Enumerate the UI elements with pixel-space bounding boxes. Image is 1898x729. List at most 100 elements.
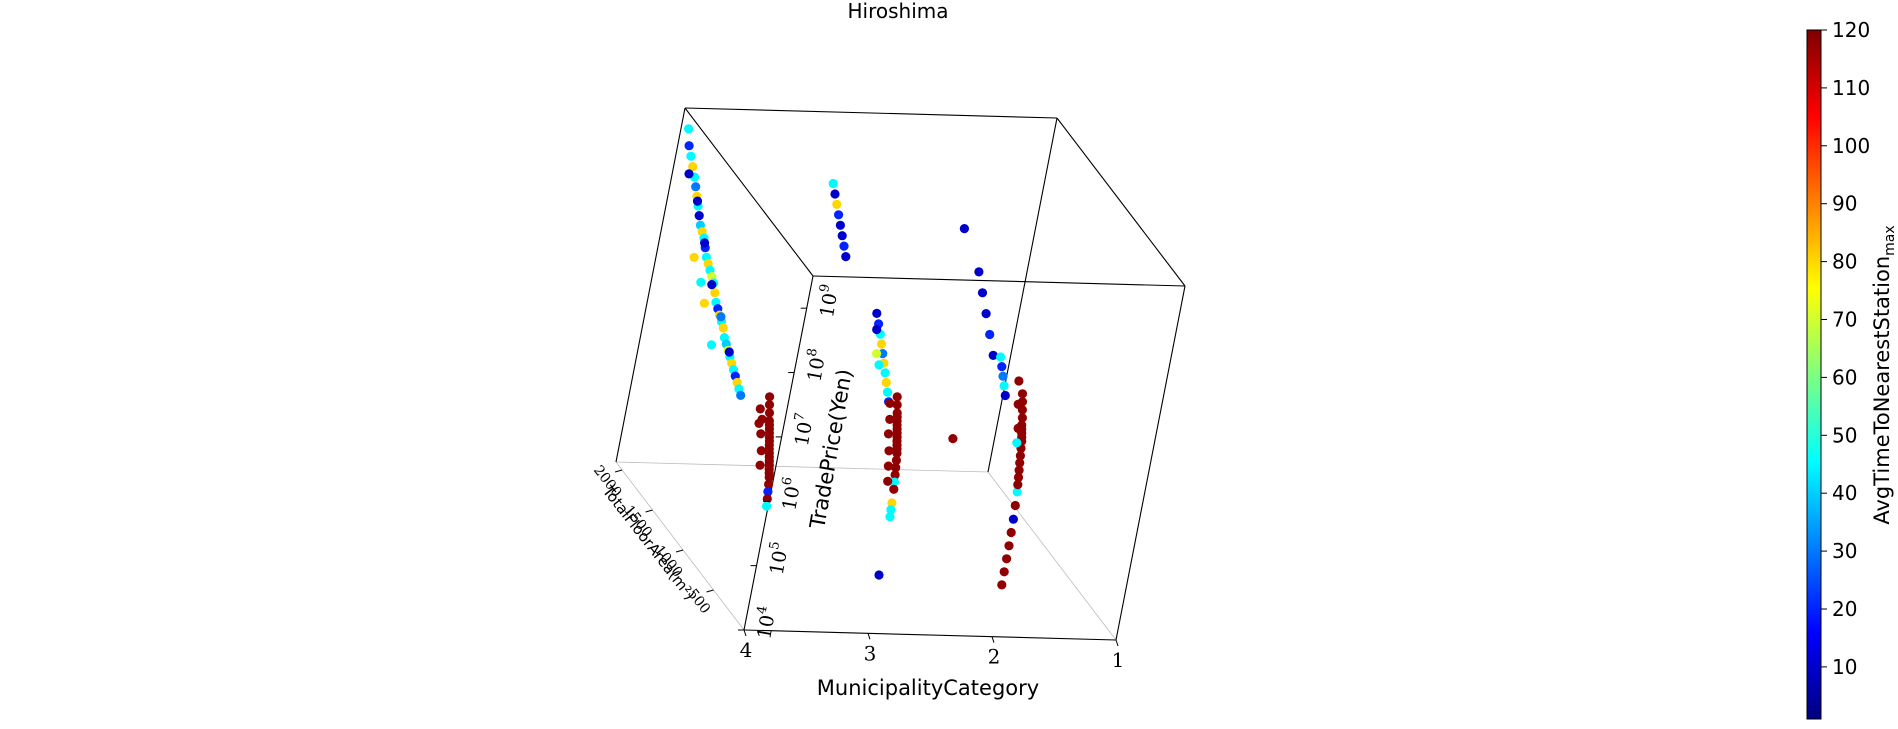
- data-point: [974, 267, 984, 277]
- colorbar-tick-label: 70: [1832, 307, 1857, 331]
- data-point: [699, 298, 710, 308]
- data-point: [999, 381, 1009, 391]
- data-point: [832, 199, 842, 209]
- data-point: [762, 501, 772, 511]
- data-point: [724, 347, 734, 357]
- data-point: [881, 377, 891, 388]
- data-point: [886, 505, 896, 515]
- data-point: [1017, 389, 1028, 399]
- data-point: [764, 472, 774, 482]
- data-point: [828, 178, 838, 189]
- data-point: [755, 404, 765, 414]
- data-point: [764, 479, 774, 489]
- data-point: [1013, 472, 1024, 482]
- z-tick-label: 104: [750, 605, 780, 641]
- y-tick-mark: [645, 509, 653, 513]
- colorbar-tick-label: 60: [1832, 365, 1857, 389]
- box-front-left-edge: [743, 275, 814, 631]
- data-point: [889, 477, 900, 487]
- colorbar-tick-label: 30: [1832, 539, 1857, 563]
- colorbar-label: AvgTimeToNearestStationmax: [1870, 225, 1898, 524]
- data-point: [688, 162, 698, 172]
- colorbar-gradient: [1806, 29, 1822, 720]
- colorbar-tick-label: 120: [1832, 18, 1870, 42]
- data-point: [885, 398, 895, 408]
- data-point: [694, 211, 704, 221]
- data-point: [997, 362, 1007, 372]
- data-points: [684, 124, 1028, 590]
- data-point: [1002, 554, 1012, 564]
- data-point: [997, 580, 1007, 590]
- colorbar-tick-label: 90: [1832, 192, 1857, 216]
- box-back-top-edge: [684, 107, 1058, 119]
- data-point: [707, 280, 717, 290]
- data-point: [999, 567, 1009, 577]
- data-point: [884, 446, 894, 456]
- data-point: [764, 408, 775, 418]
- data-point: [891, 455, 902, 465]
- data-point: [876, 339, 887, 349]
- data-point: [890, 470, 900, 480]
- box-right-top-edge: [1056, 117, 1186, 287]
- data-point: [985, 329, 995, 340]
- x-tick-mark: [991, 636, 995, 643]
- colorbar-label-text: AvgTimeToNearestStation: [1870, 256, 1894, 525]
- data-point: [692, 196, 703, 206]
- data-point: [754, 418, 764, 428]
- data-point: [959, 224, 970, 234]
- data-point: [977, 288, 988, 298]
- data-point: [834, 210, 844, 220]
- y-tick-mark: [675, 549, 684, 553]
- data-point: [706, 340, 717, 350]
- data-point: [883, 476, 893, 486]
- box-right-bottom-edge: [987, 471, 1117, 641]
- data-point: [756, 429, 766, 439]
- data-point: [891, 463, 901, 473]
- data-point: [756, 446, 766, 456]
- data-point: [1000, 390, 1010, 401]
- data-point: [880, 368, 890, 378]
- data-point: [710, 288, 720, 298]
- x-axis-label: MunicipalityCategory: [817, 676, 1039, 700]
- box-back-left-edge: [615, 107, 686, 463]
- data-point: [716, 312, 726, 322]
- data-point: [1013, 480, 1023, 490]
- colorbar-tick-label: 100: [1832, 134, 1870, 158]
- x-tick-label: 1: [1112, 648, 1125, 672]
- data-point: [736, 390, 746, 400]
- y-tick-mark: [614, 469, 623, 473]
- data-point: [1008, 514, 1019, 524]
- data-point: [684, 141, 694, 151]
- data-point: [1013, 423, 1023, 433]
- x-tick-label: 3: [864, 641, 877, 665]
- data-point: [1004, 541, 1014, 551]
- data-point: [883, 461, 894, 471]
- data-point: [874, 360, 884, 370]
- box-front-top-edge: [812, 275, 1186, 287]
- chart-title: Hiroshima: [847, 0, 948, 23]
- colorbar-tick-label: 20: [1832, 597, 1857, 621]
- data-point: [1014, 465, 1024, 475]
- data-point: [686, 151, 696, 161]
- data-point: [841, 252, 851, 262]
- y-tick-mark: [706, 589, 714, 593]
- data-point: [872, 308, 882, 318]
- box-back-bottom-edge: [615, 461, 989, 473]
- data-point: [755, 460, 765, 470]
- box-left-top-edge: [684, 107, 814, 277]
- data-point: [981, 309, 991, 319]
- z-tick-label: 109: [813, 283, 843, 319]
- data-point: [1017, 413, 1027, 423]
- box-left-bottom-edge: [615, 461, 745, 631]
- data-point: [1015, 458, 1025, 468]
- x-tick-mark: [743, 629, 747, 637]
- x-tick-label: 4: [740, 638, 753, 662]
- box-back-right-edge: [987, 117, 1058, 473]
- data-point: [700, 238, 710, 248]
- colorbar-tick-label: 40: [1832, 481, 1857, 505]
- data-point: [872, 324, 882, 335]
- data-point: [885, 414, 895, 424]
- data-point: [892, 400, 902, 410]
- data-point: [948, 434, 958, 444]
- axes-box: [615, 107, 1186, 641]
